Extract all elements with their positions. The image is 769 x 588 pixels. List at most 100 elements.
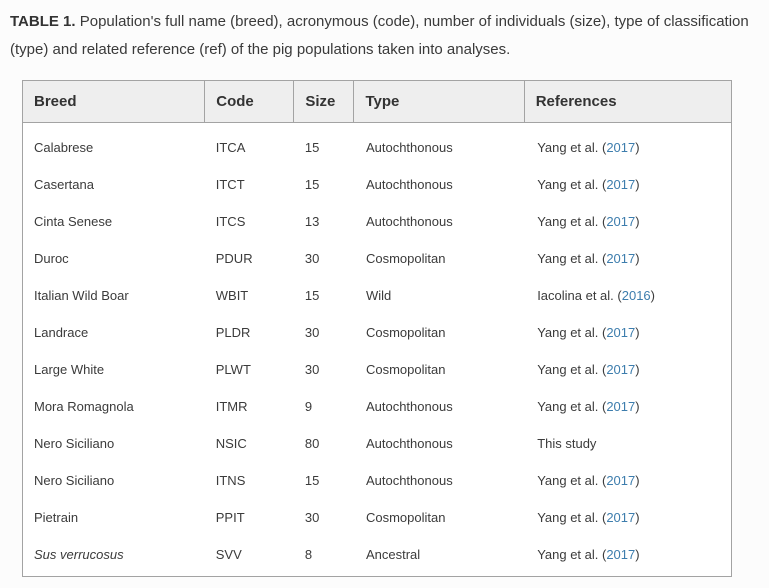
code-cell: ITNS bbox=[215, 473, 246, 488]
reference-text: Yang et al. ( bbox=[537, 510, 607, 525]
type-cell: Wild bbox=[365, 288, 392, 303]
table-row: Casertana ITCT 15 Autochthonous Yang et … bbox=[23, 166, 732, 203]
table-header-row: Breed Code Size Type References bbox=[21, 80, 733, 123]
breed-cell: Casertana bbox=[34, 177, 94, 192]
table-row: Italian Wild Boar WBIT 15 Wild Iacolina … bbox=[23, 277, 732, 314]
reference-close-paren: ) bbox=[635, 473, 640, 488]
table-row: Large White PLWT 30 Cosmopolitan Yang et… bbox=[23, 351, 732, 388]
reference-text: Yang et al. ( bbox=[537, 251, 607, 266]
size-cell: 15 bbox=[304, 473, 320, 488]
table-row: Cinta Senese ITCS 13 Autochthonous Yang … bbox=[23, 203, 732, 240]
reference-cell: Yang et al. (2017) bbox=[524, 203, 731, 240]
code-cell: ITCT bbox=[215, 177, 245, 192]
reference-cell: Yang et al. (2017) bbox=[524, 536, 731, 577]
code-cell: PDUR bbox=[215, 251, 253, 266]
type-cell: Autochthonous bbox=[365, 140, 453, 155]
reference-year-link[interactable]: 2017 bbox=[606, 140, 636, 155]
table-header: Breed Code Size Type References bbox=[21, 80, 733, 123]
type-cell: Autochthonous bbox=[365, 399, 453, 414]
reference-cell: Yang et al. (2017) bbox=[524, 123, 731, 167]
reference-text: This study bbox=[537, 436, 597, 451]
size-cell: 30 bbox=[304, 362, 320, 377]
reference-cell: Yang et al. (2017) bbox=[524, 240, 731, 277]
reference-text: Yang et al. ( bbox=[537, 399, 607, 414]
table-body: Calabrese ITCA 15 Autochthonous Yang et … bbox=[23, 123, 732, 577]
breed-cell: Calabrese bbox=[34, 140, 94, 155]
reference-close-paren: ) bbox=[635, 214, 640, 229]
column-header-type: Type bbox=[353, 80, 525, 123]
reference-year-link[interactable]: 2016 bbox=[621, 288, 651, 303]
reference-cell: Yang et al. (2017) bbox=[524, 462, 731, 499]
column-header-size: Size bbox=[293, 80, 355, 123]
reference-cell: Yang et al. (2017) bbox=[524, 166, 731, 203]
reference-year-link[interactable]: 2017 bbox=[606, 325, 636, 340]
breed-cell: Cinta Senese bbox=[34, 214, 113, 229]
populations-table: Breed Code Size Type References Calabres… bbox=[21, 80, 733, 577]
type-cell: Autochthonous bbox=[365, 436, 453, 451]
table-row: Mora Romagnola ITMR 9 Autochthonous Yang… bbox=[23, 388, 732, 425]
type-cell: Cosmopolitan bbox=[365, 325, 446, 340]
type-cell: Ancestral bbox=[365, 547, 421, 562]
reference-close-paren: ) bbox=[635, 251, 640, 266]
reference-close-paren: ) bbox=[635, 325, 640, 340]
size-cell: 15 bbox=[304, 288, 320, 303]
code-cell: WBIT bbox=[215, 288, 249, 303]
reference-year-link[interactable]: 2017 bbox=[606, 547, 636, 562]
size-cell: 80 bbox=[304, 436, 320, 451]
table-row: Landrace PLDR 30 Cosmopolitan Yang et al… bbox=[23, 314, 732, 351]
reference-close-paren: ) bbox=[635, 510, 640, 525]
reference-close-paren: ) bbox=[635, 177, 640, 192]
table-row: Sus verrucosus SVV 8 Ancestral Yang et a… bbox=[23, 536, 732, 577]
breed-cell: Nero Siciliano bbox=[34, 436, 115, 451]
reference-cell: Yang et al. (2017) bbox=[524, 314, 731, 351]
reference-cell: Yang et al. (2017) bbox=[524, 351, 731, 388]
table-row: Calabrese ITCA 15 Autochthonous Yang et … bbox=[23, 123, 732, 167]
size-cell: 30 bbox=[304, 251, 320, 266]
size-cell: 30 bbox=[304, 325, 320, 340]
reference-year-link[interactable]: 2017 bbox=[606, 473, 636, 488]
reference-close-paren: ) bbox=[635, 140, 640, 155]
type-cell: Cosmopolitan bbox=[365, 362, 446, 377]
table-caption-label: TABLE 1. bbox=[10, 13, 76, 30]
code-cell: PLWT bbox=[215, 362, 251, 377]
reference-cell: Yang et al. (2017) bbox=[524, 388, 731, 425]
size-cell: 30 bbox=[304, 510, 320, 525]
reference-cell: Iacolina et al. (2016) bbox=[524, 277, 731, 314]
table-caption: TABLE 1. Population's full name (breed),… bbox=[10, 8, 758, 64]
type-cell: Autochthonous bbox=[365, 473, 453, 488]
reference-text: Yang et al. ( bbox=[537, 325, 607, 340]
size-cell: 15 bbox=[304, 140, 320, 155]
breed-cell: Large White bbox=[34, 362, 105, 377]
reference-year-link[interactable]: 2017 bbox=[606, 214, 636, 229]
type-cell: Autochthonous bbox=[365, 177, 453, 192]
code-cell: PPIT bbox=[215, 510, 245, 525]
size-cell: 15 bbox=[304, 177, 320, 192]
reference-year-link[interactable]: 2017 bbox=[606, 362, 636, 377]
column-header-breed: Breed bbox=[21, 80, 206, 123]
column-header-references: References bbox=[523, 80, 733, 123]
reference-year-link[interactable]: 2017 bbox=[606, 510, 636, 525]
table-row: Nero Siciliano NSIC 80 Autochthonous Thi… bbox=[23, 425, 732, 462]
type-cell: Autochthonous bbox=[365, 214, 453, 229]
breed-cell: Nero Siciliano bbox=[34, 473, 115, 488]
breed-cell: Italian Wild Boar bbox=[34, 288, 129, 303]
table-row: Nero Siciliano ITNS 15 Autochthonous Yan… bbox=[23, 462, 732, 499]
code-cell: ITCA bbox=[215, 140, 246, 155]
reference-year-link[interactable]: 2017 bbox=[606, 251, 636, 266]
reference-year-link[interactable]: 2017 bbox=[606, 399, 636, 414]
reference-text: Yang et al. ( bbox=[537, 362, 607, 377]
size-cell: 13 bbox=[304, 214, 320, 229]
breed-cell: Mora Romagnola bbox=[34, 399, 134, 414]
column-header-code: Code bbox=[204, 80, 295, 123]
reference-text: Yang et al. ( bbox=[537, 177, 607, 192]
code-cell: ITCS bbox=[215, 214, 246, 229]
reference-text: Yang et al. ( bbox=[537, 473, 607, 488]
type-cell: Cosmopolitan bbox=[365, 251, 446, 266]
table-caption-text: Population's full name (breed), acronymo… bbox=[10, 13, 749, 58]
size-cell: 8 bbox=[304, 547, 313, 562]
reference-text: Yang et al. ( bbox=[537, 140, 607, 155]
reference-close-paren: ) bbox=[635, 399, 640, 414]
reference-year-link[interactable]: 2017 bbox=[606, 177, 636, 192]
reference-close-paren: ) bbox=[635, 362, 640, 377]
type-cell: Cosmopolitan bbox=[365, 510, 446, 525]
